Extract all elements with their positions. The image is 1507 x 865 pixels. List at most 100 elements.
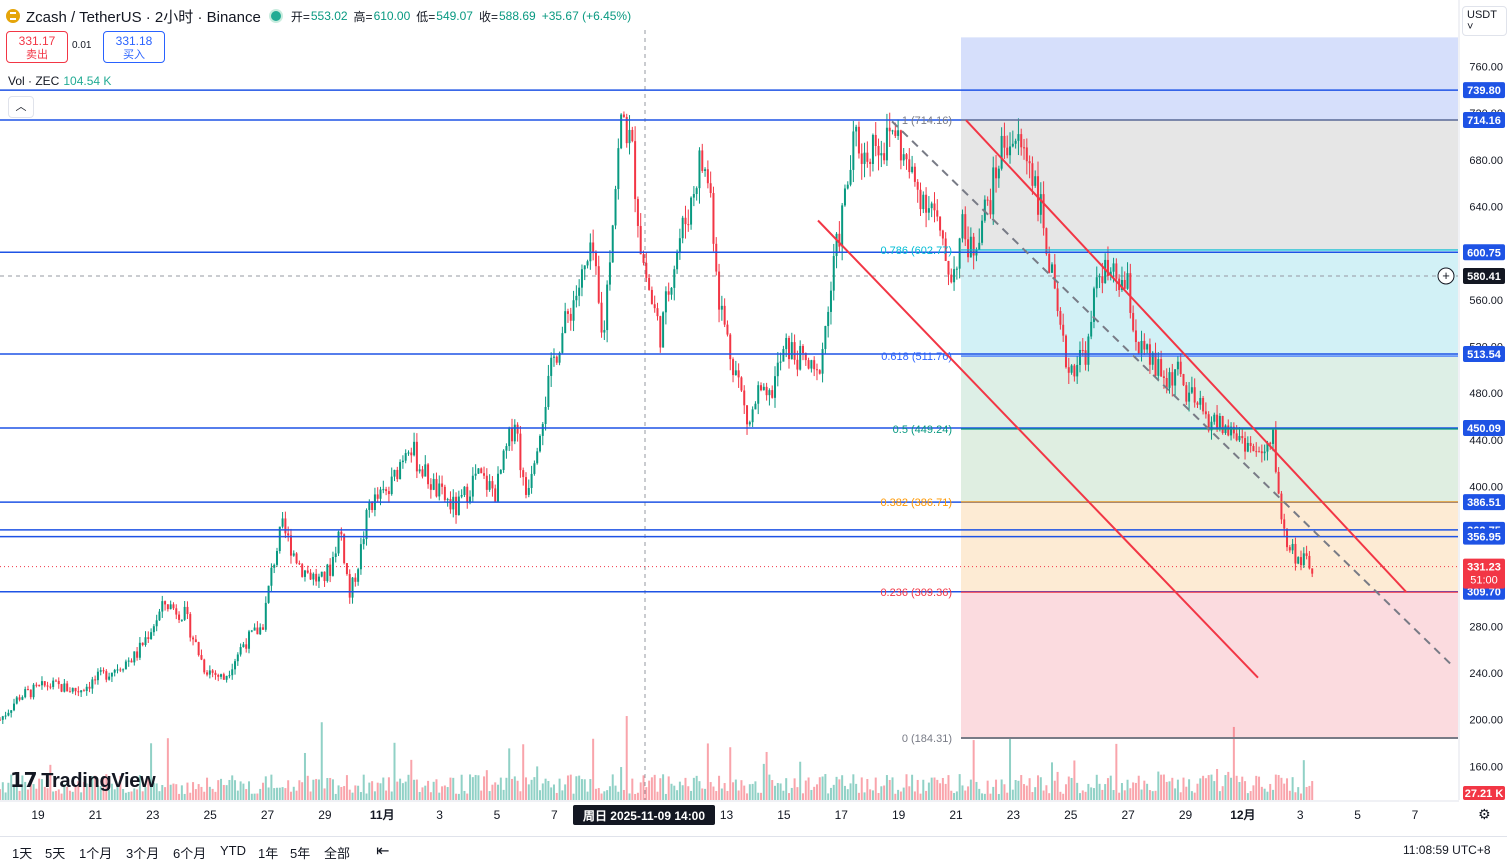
candle-body xyxy=(760,385,763,391)
candle-body xyxy=(723,305,726,325)
candle-body xyxy=(82,690,85,692)
volume-bar xyxy=(1238,782,1241,800)
volume-legend[interactable]: Vol · ZEC 104.54 K xyxy=(8,74,111,88)
price-chart[interactable]: 1 (714.16) 0.786 (602.77) 0.618 (511.76) 0.… xyxy=(0,0,1507,836)
volume-bar xyxy=(975,781,978,800)
candle-body xyxy=(533,463,536,474)
volume-bar xyxy=(913,791,916,800)
candle-body xyxy=(704,169,707,171)
range-5d[interactable]: 5天 xyxy=(45,846,66,861)
candle-body xyxy=(485,475,488,490)
candle-body xyxy=(320,571,323,577)
volume-bar xyxy=(1025,785,1028,800)
candle-body xyxy=(880,153,883,156)
volume-bar xyxy=(902,787,905,800)
sell-button[interactable]: 331.17 卖出 xyxy=(6,31,68,63)
settings-gear-icon[interactable]: ⚙ xyxy=(1478,806,1491,822)
volume-bar xyxy=(161,785,164,800)
candle-body xyxy=(214,672,217,675)
candle-body xyxy=(306,570,309,573)
low-label: 低= xyxy=(416,9,436,24)
time-tick-label: 23 xyxy=(146,808,160,822)
candle-body xyxy=(748,422,751,425)
volume-bar xyxy=(1288,790,1291,800)
tradingview-logo[interactable]: 𝟭𝟳 TradingView xyxy=(10,770,156,792)
range-5y[interactable]: 5年 xyxy=(290,846,311,861)
price-tick-label: 760.00 xyxy=(1469,62,1503,74)
volume-bar xyxy=(681,785,684,800)
range-1m[interactable]: 1个月 xyxy=(79,846,113,861)
candle-body xyxy=(483,473,486,476)
volume-bar xyxy=(880,786,883,800)
candle-body xyxy=(466,486,469,503)
candle-body xyxy=(522,470,525,478)
volume-bar xyxy=(150,743,153,800)
spread-value: 0.01 xyxy=(72,40,92,51)
volume-bar xyxy=(664,793,667,800)
currency-selector[interactable]: USDT ˅ xyxy=(1462,6,1507,36)
collapse-chevron-up-icon[interactable]: ︿ xyxy=(8,96,34,118)
range-6m[interactable]: 6个月 xyxy=(173,846,207,861)
candle-body xyxy=(709,183,712,194)
candle-body xyxy=(368,502,371,510)
candle-body xyxy=(1196,402,1199,405)
volume-bar xyxy=(68,790,71,800)
volume-bar xyxy=(38,778,41,800)
clock[interactable]: 11:08:59 UTC+8 xyxy=(1403,843,1491,857)
volume-bar xyxy=(762,763,765,800)
buy-button[interactable]: 331.18 买入 xyxy=(103,31,165,63)
candle-body xyxy=(947,260,950,275)
candle-body xyxy=(1283,519,1286,529)
range-3m[interactable]: 3个月 xyxy=(126,846,160,861)
volume-bar xyxy=(1274,774,1277,800)
candle-body xyxy=(1280,493,1283,520)
candle-body xyxy=(91,679,94,689)
volume-bar xyxy=(782,790,785,800)
volume-bar xyxy=(1048,793,1051,800)
volume-bar xyxy=(785,778,788,800)
volume-bar xyxy=(250,793,253,800)
candle-body xyxy=(1143,340,1146,350)
volume-bar xyxy=(1266,791,1269,800)
volume-bar xyxy=(1143,780,1146,800)
level-tag: 309.70 xyxy=(1467,587,1501,599)
candle-body xyxy=(312,573,315,580)
volume-bar xyxy=(57,789,60,800)
candle-body xyxy=(379,489,382,499)
range-all[interactable]: 全部 xyxy=(324,846,351,861)
volume-bar xyxy=(1087,783,1090,800)
symbol-title[interactable]: Zcash / TetherUS · 2小时 · Binance xyxy=(26,8,261,26)
time-tick-label: 19 xyxy=(31,808,45,822)
range-ytd[interactable]: YTD xyxy=(220,843,246,858)
candle-body xyxy=(1039,194,1042,215)
candle-body xyxy=(578,287,581,296)
close-value: 588.69 xyxy=(499,9,536,23)
volume-bar xyxy=(483,776,486,800)
candle-body xyxy=(63,683,66,692)
range-1d[interactable]: 1天 xyxy=(12,846,33,861)
candle-body xyxy=(978,242,981,251)
candle-body xyxy=(1048,253,1051,273)
range-1y[interactable]: 1年 xyxy=(258,846,279,861)
volume-bar xyxy=(52,791,55,800)
volume-bar xyxy=(905,774,908,800)
candle-body xyxy=(583,265,586,270)
volume-bar xyxy=(1221,786,1224,800)
candle-body xyxy=(147,637,150,640)
candle-body xyxy=(7,712,10,716)
volume-bar xyxy=(108,789,111,800)
candle-body xyxy=(228,675,231,677)
level-tag: 386.51 xyxy=(1467,497,1501,509)
candle-body xyxy=(317,576,320,582)
candle-body xyxy=(1101,276,1104,284)
volume-bar xyxy=(1020,775,1023,800)
candle-body xyxy=(939,216,942,231)
candle-body xyxy=(687,224,690,226)
volume-bar xyxy=(211,788,214,800)
candle-body xyxy=(737,370,740,378)
candle-body xyxy=(1218,416,1221,428)
candle-body xyxy=(824,326,827,350)
goto-date-calendar-icon[interactable]: ⇤ xyxy=(376,843,390,860)
candle-body xyxy=(586,261,589,266)
candle-body xyxy=(38,685,41,687)
